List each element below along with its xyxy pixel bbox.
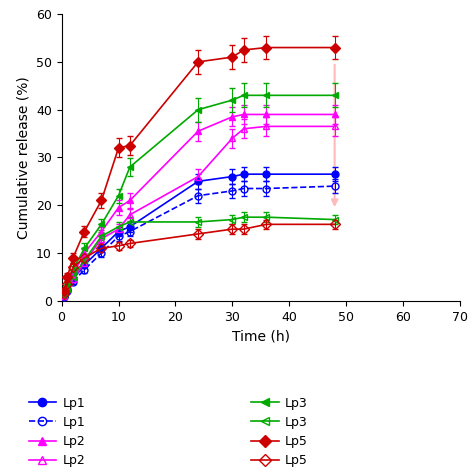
Y-axis label: Cumulative release (%): Cumulative release (%) xyxy=(16,76,30,239)
Legend: Lp3, Lp3, Lp5, Lp5: Lp3, Lp3, Lp5, Lp5 xyxy=(246,392,313,470)
X-axis label: Time (h): Time (h) xyxy=(232,329,290,343)
